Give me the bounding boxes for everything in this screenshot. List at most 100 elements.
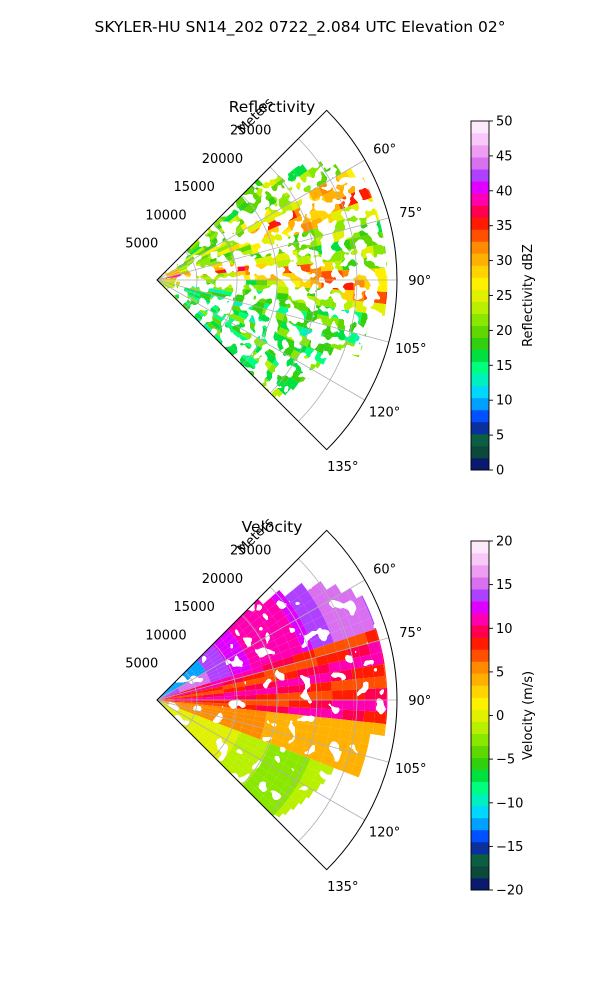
echo-cell: [299, 280, 311, 288]
echo-cell: [267, 700, 279, 707]
colorbar-segment: [471, 277, 489, 290]
echo-cell: [256, 268, 268, 275]
echo-cell: [342, 679, 354, 691]
echo-cell: [237, 215, 250, 226]
echo-cell: [342, 269, 354, 280]
echo-cell: [284, 210, 298, 222]
echo-cell: [242, 781, 256, 794]
echo-cell: [290, 645, 304, 656]
echo-cell: [209, 255, 221, 263]
colorbar-segment: [471, 205, 489, 218]
echo-cell: [213, 657, 225, 667]
echo-cell: [245, 280, 257, 286]
echo-cell: [238, 239, 250, 249]
echo-cell: [174, 296, 183, 305]
colorbar-segment: [471, 649, 489, 662]
echo-cell: [336, 229, 350, 242]
echo-cell: [313, 225, 327, 238]
colorbar-segment: [471, 865, 489, 879]
echo-cell: [351, 300, 364, 313]
echo-cell: [195, 669, 206, 678]
echo-cell: [303, 620, 318, 634]
r-tick-label: 15000: [174, 600, 215, 615]
echo-cell: [287, 677, 299, 687]
echo-cell: [223, 267, 235, 273]
echo-cell: [271, 208, 285, 221]
echo-cell: [293, 205, 308, 218]
echo-cell: [167, 685, 178, 693]
echo-cell: [296, 668, 309, 678]
echo-cell: [177, 290, 188, 298]
echo-cell: [326, 620, 341, 634]
echo-cell: [221, 259, 234, 266]
echo-cell: [220, 255, 233, 263]
echo-cell: [326, 200, 341, 214]
echo-cell: [293, 162, 308, 177]
echo-cell: [177, 262, 188, 270]
echo-cell: [180, 702, 192, 706]
echo-cell: [202, 284, 214, 289]
echo-cell: [378, 220, 383, 233]
echo-cells: [158, 161, 388, 400]
echo-cell: [268, 183, 282, 197]
echo-cell: [353, 700, 365, 711]
echo-cell: [179, 269, 191, 274]
echo-cell: [204, 745, 215, 756]
echo-cell: [213, 313, 225, 323]
colorbar-segment: [471, 745, 489, 758]
echo-cell: [275, 672, 288, 681]
echo-cell: [175, 678, 186, 686]
echo-cell: [267, 273, 279, 280]
colorbar-tick-label: 50: [496, 115, 513, 130]
echo-cell: [271, 796, 285, 810]
echo-cell: [223, 707, 235, 713]
echo-cell: [333, 219, 348, 232]
echo-cell: [213, 280, 225, 284]
echo-cell: [158, 691, 168, 699]
echo-cell: [204, 728, 216, 737]
echo-cell: [207, 302, 219, 311]
echo-cell: [226, 637, 238, 648]
echo-cell: [169, 284, 180, 289]
echo-cell: [167, 265, 178, 273]
echo-cell: [317, 204, 331, 218]
echo-cell: [209, 297, 221, 305]
echo-cell: [196, 251, 208, 260]
echo-cell: [251, 771, 264, 784]
echo-cell: [190, 662, 201, 672]
echo-cell: [221, 714, 234, 721]
echo-cell: [238, 659, 250, 669]
echo-cell: [286, 670, 298, 680]
echo-cell: [336, 649, 350, 662]
echo-cell: [215, 661, 227, 670]
echo-cell: [353, 280, 365, 291]
echo-cell: [255, 346, 268, 358]
echo-cell: [234, 695, 246, 700]
echo-cell: [169, 270, 180, 276]
echo-cell: [195, 722, 206, 731]
echo-cell: [385, 280, 388, 293]
echo-cell: [322, 775, 328, 785]
echo-cell: [218, 304, 230, 312]
echo-cell: [285, 610, 300, 624]
colorbar-segment: [471, 589, 489, 602]
echo-cell: [174, 716, 183, 725]
colorbar-segment: [471, 193, 489, 206]
echo-cell: [285, 356, 300, 370]
echo-cell: [357, 323, 369, 336]
echo-cell: [284, 630, 298, 642]
colorbar-tick-label: 35: [496, 219, 513, 234]
r-gridline: [241, 614, 278, 786]
echo-cell: [328, 727, 341, 739]
echo-cell: [170, 276, 181, 279]
echo-cell: [237, 334, 250, 345]
colorbar-tick-label: 10: [496, 394, 513, 409]
echo-cell: [223, 703, 235, 709]
echo-cell: [336, 738, 350, 751]
echo-cell: [326, 766, 334, 778]
echo-cell: [317, 725, 330, 737]
echo-cell: [251, 196, 264, 209]
echo-cell: [274, 333, 288, 345]
echo-cell: [260, 236, 273, 246]
echo-cell: [222, 290, 234, 297]
